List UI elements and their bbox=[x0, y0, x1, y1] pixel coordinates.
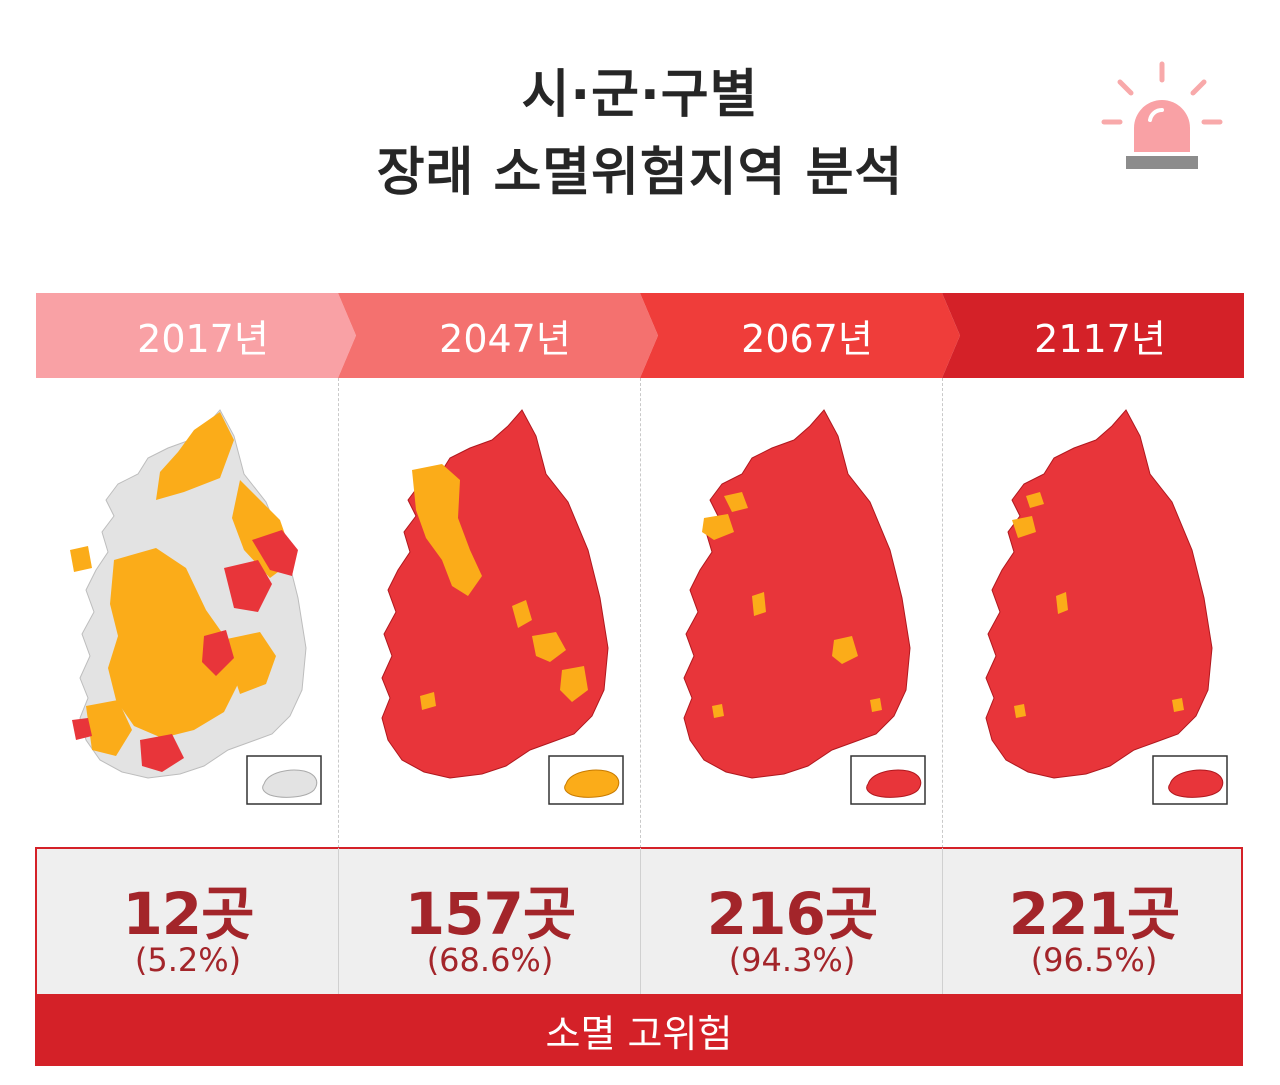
year-segment-2017: 2017년 bbox=[36, 293, 356, 378]
stat-percent: (68.6%) bbox=[426, 941, 554, 979]
stat-2067: 216곳 (94.3%) bbox=[641, 849, 943, 996]
stat-percent: (5.2%) bbox=[134, 941, 242, 979]
stat-2047: 157곳 (68.6%) bbox=[339, 849, 641, 996]
map-2047 bbox=[381, 409, 624, 805]
siren-icon bbox=[1101, 61, 1223, 169]
map-2117 bbox=[985, 409, 1228, 805]
footer-bar: 소멸 고위험 bbox=[35, 994, 1243, 1066]
page-title-line2: 장래 소멸위험지역 분석 bbox=[376, 143, 904, 203]
stat-divider bbox=[338, 848, 339, 994]
column-divider bbox=[640, 378, 641, 848]
year-label: 2017년 bbox=[137, 317, 269, 361]
stat-count: 216곳 bbox=[706, 880, 878, 948]
year-label: 2117년 bbox=[1034, 317, 1166, 361]
map-2017 bbox=[70, 409, 322, 805]
stat-percent: (96.5%) bbox=[1030, 941, 1158, 979]
stat-percent: (94.3%) bbox=[728, 941, 856, 979]
footer-label: 소멸 고위험 bbox=[545, 1011, 733, 1056]
stat-2117: 221곳 (96.5%) bbox=[943, 849, 1245, 996]
stat-count: 157곳 bbox=[404, 880, 576, 948]
column-divider bbox=[942, 378, 943, 848]
stat-count: 221곳 bbox=[1008, 880, 1180, 948]
year-label: 2067년 bbox=[741, 317, 873, 361]
stat-divider bbox=[942, 848, 943, 994]
stat-count: 12곳 bbox=[122, 880, 254, 948]
year-segment-2047: 2047년 bbox=[338, 293, 658, 378]
stat-divider bbox=[640, 848, 641, 994]
stat-2017: 12곳 (5.2%) bbox=[37, 849, 339, 996]
stats-panel: 12곳 (5.2%) 157곳 (68.6%) 216곳 (94.3%) 221… bbox=[35, 847, 1243, 994]
year-label: 2047년 bbox=[439, 317, 571, 361]
map-2067 bbox=[683, 409, 926, 805]
year-band: 2017년 2047년 2067년 2117년 bbox=[36, 293, 1244, 378]
column-divider bbox=[338, 378, 339, 848]
year-segment-2117: 2117년 bbox=[942, 293, 1244, 378]
year-segment-2067: 2067년 bbox=[640, 293, 960, 378]
page-title-line1: 시·군·구별 bbox=[521, 65, 759, 125]
